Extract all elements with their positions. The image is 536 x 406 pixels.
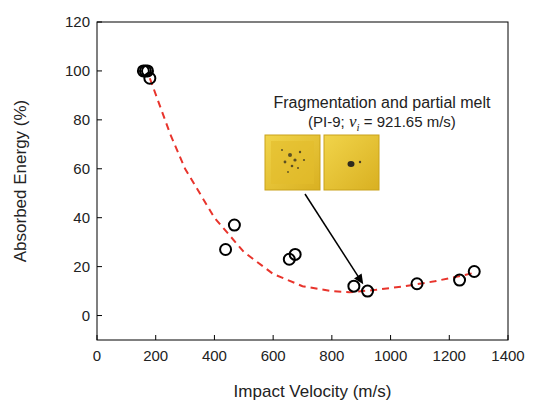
- y-tick: [97, 168, 102, 169]
- y-tick: [97, 22, 102, 23]
- data-point: [469, 266, 480, 277]
- photo-speck: [291, 165, 294, 168]
- y-tick-label: 0: [82, 307, 90, 324]
- y-tick-label: 60: [73, 160, 90, 177]
- data-point: [142, 65, 153, 76]
- x-tick-label: 600: [261, 347, 286, 364]
- x-tick-label: 1400: [491, 347, 524, 364]
- data-point: [362, 286, 373, 297]
- photo-front: [265, 135, 320, 190]
- photo: [324, 135, 379, 190]
- photo-speck: [281, 149, 283, 151]
- photo-hole: [348, 161, 355, 167]
- x-tick: [214, 335, 215, 340]
- x-tick: [508, 335, 509, 340]
- photo-speck: [284, 161, 287, 164]
- photo-speck: [288, 153, 292, 157]
- arrow-head: [354, 274, 363, 285]
- x-tick: [390, 335, 391, 340]
- annotation-part: (PI-9;: [308, 113, 349, 130]
- x-tick-label: 1200: [433, 347, 466, 364]
- y-tick: [97, 266, 102, 267]
- y-tick: [97, 315, 102, 316]
- y-tick-label: 40: [73, 209, 90, 226]
- annotation-title: Fragmentation and partial melt: [274, 94, 492, 111]
- x-tick-label: 200: [143, 347, 168, 364]
- data-point: [144, 73, 155, 84]
- photo-speck: [359, 161, 361, 163]
- photo-speck: [293, 158, 296, 161]
- photo-speck: [287, 171, 289, 173]
- annotation-part: = 921.65 m/s): [360, 113, 456, 130]
- photo-back: [324, 135, 379, 190]
- plot-frame: [97, 22, 508, 340]
- y-tick: [97, 119, 102, 120]
- x-tick-label: 400: [202, 347, 227, 364]
- y-tick: [97, 70, 102, 71]
- arrow-line: [305, 194, 359, 278]
- photo-speck: [299, 151, 301, 153]
- photo-speck: [297, 167, 299, 169]
- y-tick-label: 100: [65, 62, 90, 79]
- annotation-detail: (PI-9; vi = 921.65 m/s): [308, 112, 456, 133]
- y-tick-label: 80: [73, 111, 90, 128]
- x-tick-label: 0: [93, 347, 101, 364]
- annotation-arrow: [305, 194, 363, 284]
- y-tick: [97, 217, 102, 218]
- y-tick-label: 20: [73, 258, 90, 275]
- chart: 0 200 400 600 800 1000 1200 1400 0 20 40 60 80 100 120…: [0, 0, 536, 406]
- data-point: [411, 278, 422, 289]
- x-tick: [331, 335, 332, 340]
- photo: [265, 135, 320, 190]
- y-axis-title: Absorbed Energy (%): [11, 100, 30, 263]
- x-tick: [155, 335, 156, 340]
- x-tick-label: 1000: [374, 347, 407, 364]
- data-point: [290, 249, 301, 260]
- data-point: [454, 275, 465, 286]
- photo-inner: [271, 141, 314, 184]
- x-tick: [273, 335, 274, 340]
- photo-speck: [303, 159, 305, 161]
- x-tick: [449, 335, 450, 340]
- x-tick-label: 800: [319, 347, 344, 364]
- data-point: [229, 220, 240, 231]
- x-axis-title: Impact Velocity (m/s): [234, 382, 392, 401]
- data-point: [220, 244, 231, 255]
- y-tick-label: 120: [65, 13, 90, 30]
- data-point: [348, 281, 359, 292]
- x-tick: [97, 335, 98, 340]
